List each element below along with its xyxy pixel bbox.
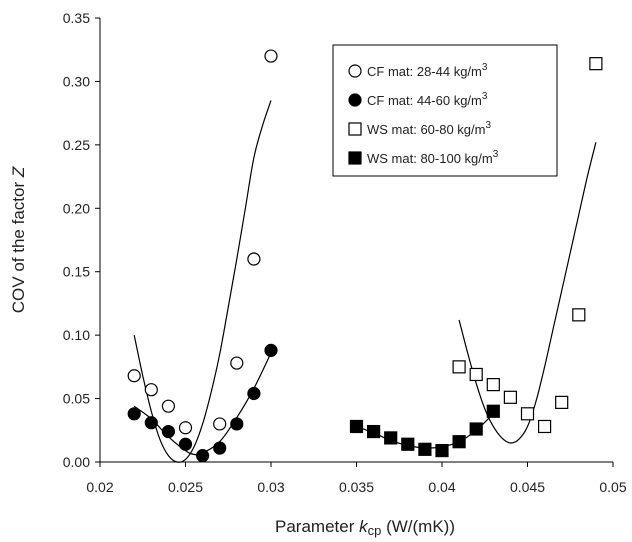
legend: CF mat: 28-44 kg/m3 CF mat: 44-60 kg/m3 WS… bbox=[332, 44, 558, 177]
y-tick-label: 0.10 bbox=[63, 327, 90, 343]
data-point bbox=[230, 417, 244, 431]
y-tick-label: 0.30 bbox=[63, 73, 90, 89]
fit-curve bbox=[133, 100, 272, 463]
y-axis-title: COV of the factor Z bbox=[9, 166, 28, 313]
data-point bbox=[247, 386, 261, 401]
data-point bbox=[486, 378, 500, 392]
data-point bbox=[264, 49, 278, 63]
legend-entry: WS mat: 80-100 kg/m3 bbox=[367, 149, 499, 166]
data-point bbox=[264, 343, 278, 357]
data-point bbox=[196, 449, 210, 463]
data-point bbox=[469, 367, 483, 382]
data-point bbox=[572, 308, 586, 322]
legend-marker bbox=[348, 151, 362, 165]
x-axis-title: Parameter kcp (W/(mK)) bbox=[275, 517, 455, 538]
data-point bbox=[178, 437, 193, 451]
data-point bbox=[247, 252, 261, 266]
x-tick-label: 0.045 bbox=[510, 479, 545, 495]
data-point bbox=[469, 422, 483, 436]
data-point bbox=[144, 416, 158, 430]
data-point bbox=[452, 360, 466, 374]
data-point bbox=[452, 435, 466, 449]
x-tick-label: 0.03 bbox=[257, 479, 284, 495]
legend-marker bbox=[348, 122, 362, 136]
y-tick-label: 0.15 bbox=[63, 264, 90, 280]
data-point bbox=[384, 431, 398, 445]
x-tick-label: 0.05 bbox=[599, 479, 626, 495]
x-tick-label: 0.02 bbox=[86, 479, 113, 495]
y-tick-label: 0.20 bbox=[63, 200, 90, 216]
data-point bbox=[537, 419, 552, 434]
y-tick-label: 0.05 bbox=[63, 391, 90, 407]
legend-marker bbox=[348, 93, 362, 107]
legend-entry: CF mat: 44-60 kg/m3 bbox=[367, 91, 488, 108]
data-point bbox=[349, 419, 364, 434]
x-axis-ticks: 0.02 0.025 0.03 0.035 0.04 0.045 0.05 bbox=[86, 462, 627, 495]
legend-marker bbox=[348, 64, 362, 78]
data-point bbox=[367, 424, 381, 439]
fit-curve bbox=[458, 142, 597, 444]
data-markers bbox=[127, 49, 603, 463]
data-point bbox=[161, 424, 175, 439]
data-point bbox=[161, 399, 175, 413]
legend-entry: CF mat: 28-44 kg/m3 bbox=[367, 62, 488, 79]
data-point bbox=[401, 437, 415, 451]
data-point bbox=[144, 383, 158, 397]
data-point bbox=[520, 407, 535, 421]
fit-curve bbox=[133, 352, 272, 456]
legend-entry: WS mat: 60-80 kg/m3 bbox=[367, 120, 491, 137]
y-axis-ticks: 0.00 0.05 0.10 0.15 0.20 0.25 0.30 0.35 bbox=[63, 10, 100, 470]
data-point bbox=[213, 417, 227, 431]
data-point bbox=[127, 369, 141, 383]
data-point bbox=[230, 356, 244, 370]
x-tick-label: 0.025 bbox=[168, 479, 203, 495]
y-tick-label: 0.25 bbox=[63, 137, 90, 153]
x-tick-label: 0.04 bbox=[428, 479, 455, 495]
data-point bbox=[418, 442, 432, 456]
y-tick-label: 0.00 bbox=[63, 454, 90, 470]
legend-box bbox=[332, 44, 558, 177]
data-point bbox=[435, 443, 449, 458]
data-point bbox=[486, 404, 500, 418]
y-tick-label: 0.35 bbox=[63, 10, 90, 26]
data-point bbox=[503, 390, 517, 404]
x-tick-label: 0.035 bbox=[339, 479, 374, 495]
data-point bbox=[213, 441, 227, 455]
data-point bbox=[589, 57, 603, 71]
data-point bbox=[127, 407, 141, 421]
data-point bbox=[178, 421, 193, 435]
data-point bbox=[555, 395, 569, 409]
